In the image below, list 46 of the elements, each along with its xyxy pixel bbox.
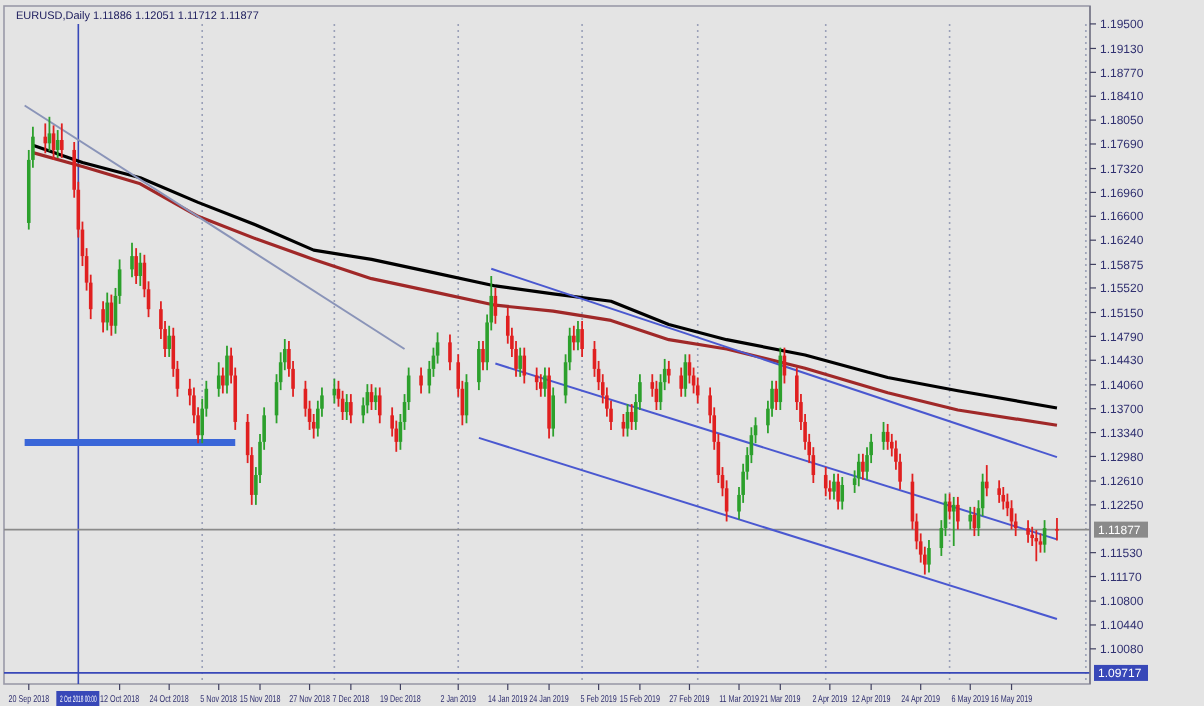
candlestick xyxy=(419,366,423,395)
candlestick xyxy=(377,386,382,425)
candlestick xyxy=(518,346,522,378)
candlestick xyxy=(216,361,221,398)
candlestick xyxy=(349,393,353,425)
candlestick xyxy=(927,539,931,574)
candlestick xyxy=(138,251,143,287)
candlestick xyxy=(60,122,64,159)
candlestick xyxy=(134,247,138,285)
candlestick xyxy=(477,340,481,392)
candlestick xyxy=(861,452,865,481)
candlestick xyxy=(968,505,973,531)
candlestick xyxy=(101,300,105,334)
candlestick xyxy=(448,333,452,372)
candlestick xyxy=(840,476,845,511)
candlestick xyxy=(344,393,349,421)
candlestick xyxy=(774,379,778,411)
candlestick xyxy=(225,344,229,395)
candlestick xyxy=(580,320,584,358)
candlestick xyxy=(551,386,555,438)
candlestick xyxy=(130,241,134,279)
candlestick xyxy=(984,464,989,498)
candlestick xyxy=(522,346,527,385)
candlestick xyxy=(1026,519,1030,544)
candlestick xyxy=(956,496,960,531)
candlestick xyxy=(221,366,225,395)
candlestick xyxy=(1038,532,1043,554)
candlestick xyxy=(572,324,576,352)
candlestick xyxy=(1001,486,1006,511)
candlestick xyxy=(543,366,547,398)
candlestick xyxy=(679,366,683,398)
candlestick xyxy=(856,452,861,488)
candlestick xyxy=(836,472,840,511)
candlestick xyxy=(576,320,580,352)
candlestick xyxy=(481,340,485,372)
candlestick xyxy=(832,472,836,501)
candlestick xyxy=(105,291,110,332)
candlestick xyxy=(539,373,543,398)
candlestick xyxy=(1055,517,1059,542)
candlestick xyxy=(823,466,828,498)
candlestick xyxy=(167,324,171,358)
candlestick xyxy=(667,360,671,385)
candlestick xyxy=(951,496,956,547)
candlestick xyxy=(997,479,1001,504)
candlestick xyxy=(43,122,48,155)
candlestick xyxy=(695,376,700,405)
